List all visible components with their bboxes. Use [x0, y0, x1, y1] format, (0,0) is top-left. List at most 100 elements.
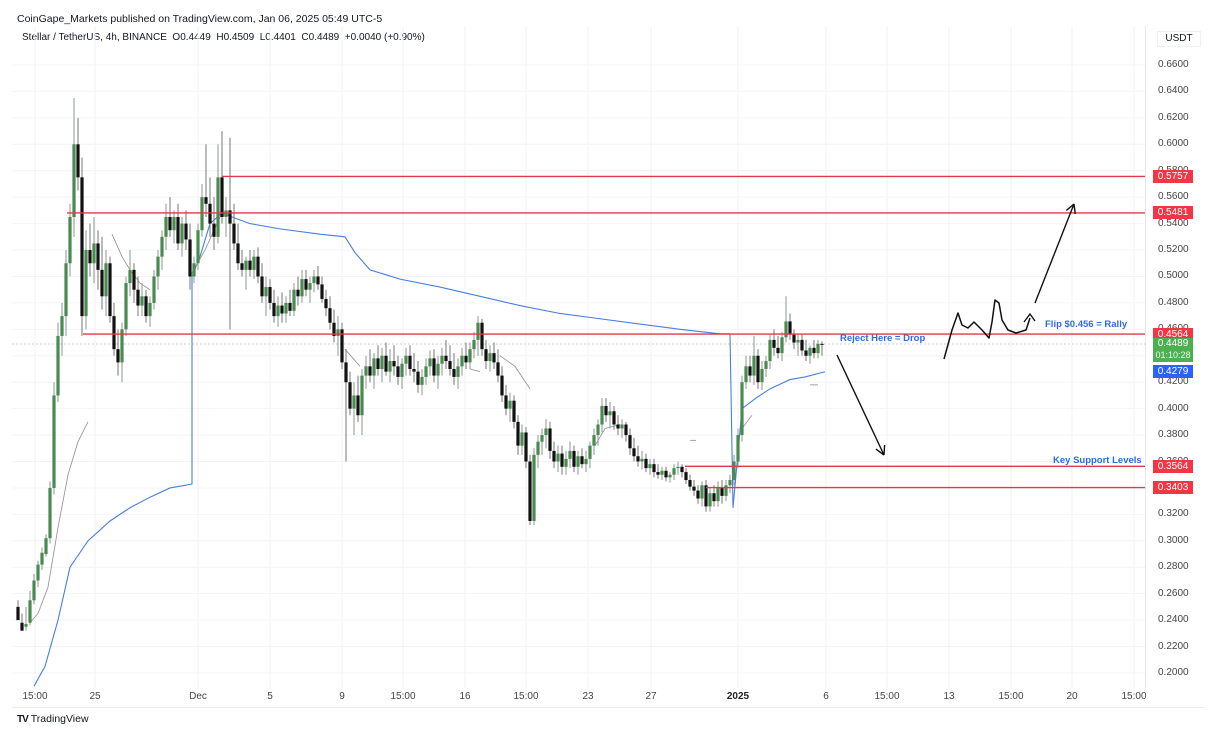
x-tick-label: Dec — [189, 691, 207, 702]
candle-down — [20, 622, 24, 631]
candle-down — [80, 177, 84, 317]
y-tick-label: 0.2600 — [1158, 587, 1189, 599]
candle-up — [148, 302, 152, 317]
y-tick-label: 0.2000 — [1158, 666, 1189, 678]
candle-up — [668, 474, 672, 478]
candle-up — [28, 600, 32, 623]
candle-down — [684, 472, 688, 481]
candle-down — [320, 284, 324, 299]
candle-down — [328, 308, 332, 323]
candle-down — [688, 480, 692, 487]
bar-countdown: 01:10:28 — [1155, 349, 1191, 360]
candle-down — [448, 361, 452, 369]
candle-down — [664, 470, 668, 478]
candle-up — [224, 210, 228, 217]
currency-label[interactable]: USDT — [1157, 31, 1201, 47]
candle-down — [528, 461, 532, 521]
candle-up — [640, 458, 644, 462]
candle-up — [72, 144, 76, 217]
price-axis[interactable] — [1145, 26, 1206, 688]
candle-up — [140, 296, 144, 306]
candle-up — [336, 329, 340, 336]
candle-down — [356, 395, 360, 416]
candle-up — [200, 197, 204, 231]
candle-up — [784, 321, 788, 338]
candle-down — [652, 464, 656, 473]
candle-down — [132, 269, 136, 290]
candle-down — [144, 296, 148, 317]
candle-up — [48, 487, 52, 539]
candle-down — [492, 353, 496, 363]
candle-up — [352, 395, 356, 409]
candle-up — [64, 263, 68, 317]
candle-up — [400, 363, 404, 377]
candle-down — [260, 276, 264, 297]
candle-down — [480, 322, 484, 350]
annotation-key-support[interactable]: Key Support Levels — [1053, 454, 1142, 466]
candle-up — [588, 445, 592, 459]
candle-up — [672, 468, 676, 475]
candle-up — [476, 322, 480, 340]
candle-up — [700, 485, 704, 499]
candle-up — [104, 263, 108, 297]
candle-up — [388, 361, 392, 372]
candle-up — [488, 353, 492, 362]
candle-up — [576, 456, 580, 467]
candle-up — [312, 276, 316, 284]
candle-down — [184, 223, 188, 240]
candle-down — [812, 347, 816, 354]
candle-up — [164, 216, 168, 237]
annotation-flip-rally[interactable]: Flip $0.456 = Rally — [1045, 319, 1128, 331]
candle-down — [516, 421, 520, 446]
candle-up — [660, 470, 664, 475]
x-tick-label: 27 — [645, 691, 657, 702]
annotation-reject-drop[interactable]: Reject Here = Drop — [840, 332, 926, 344]
candle-up — [768, 339, 772, 362]
candle-up — [740, 382, 744, 436]
candle-up — [520, 432, 524, 446]
candle-up — [372, 358, 376, 376]
y-tick-label: 0.3000 — [1158, 534, 1189, 546]
footer-branding: TV TradingView — [17, 713, 89, 725]
candle-down — [580, 456, 584, 465]
candle-up — [428, 358, 432, 367]
candle-up — [564, 458, 568, 467]
candle-down — [392, 361, 396, 367]
x-tick-label: 15:00 — [22, 691, 48, 702]
current-price-tag: 0.4489 01:10:28 — [1153, 338, 1193, 362]
candle-up — [196, 230, 200, 264]
y-tick-label: 0.6600 — [1158, 59, 1189, 70]
candle-down — [772, 339, 776, 348]
candle-down — [776, 347, 780, 354]
candle-up — [124, 283, 128, 330]
candle-up — [308, 283, 312, 290]
candle-down — [408, 355, 412, 369]
candle-up — [808, 347, 812, 356]
drop-arrow-icon — [836, 354, 885, 456]
candle-down — [208, 203, 212, 224]
candle-down — [240, 263, 244, 270]
candle-down — [204, 197, 208, 204]
small-up-arrow-icon — [1023, 312, 1036, 323]
candle-down — [88, 250, 92, 264]
candle-down — [800, 339, 804, 351]
candle-up — [732, 461, 736, 481]
x-tick-label: 5 — [267, 691, 273, 702]
y-tick-label: 0.5400 — [1158, 217, 1189, 229]
candle-down — [484, 349, 488, 362]
x-tick-label: 2025 — [726, 691, 750, 702]
candle-up — [468, 349, 472, 363]
candle-up — [252, 256, 256, 270]
candle-up — [796, 339, 800, 343]
candle-down — [304, 279, 308, 290]
candle-up — [760, 368, 764, 383]
candle-down — [548, 428, 552, 451]
candle-up — [276, 305, 280, 317]
candle-down — [720, 487, 724, 496]
symbol-legend[interactable]: Stellar / TetherUS, 4h, BINANCE O0.4449 … — [22, 32, 425, 43]
candle-up — [40, 552, 44, 565]
candle-down — [560, 453, 564, 467]
x-tick-label: 6 — [823, 691, 829, 702]
candle-up — [360, 375, 364, 416]
